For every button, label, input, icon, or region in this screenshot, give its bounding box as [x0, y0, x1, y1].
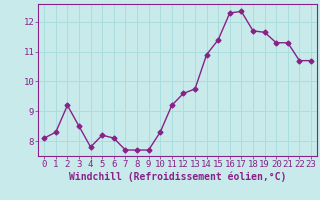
X-axis label: Windchill (Refroidissement éolien,°C): Windchill (Refroidissement éolien,°C)	[69, 172, 286, 182]
